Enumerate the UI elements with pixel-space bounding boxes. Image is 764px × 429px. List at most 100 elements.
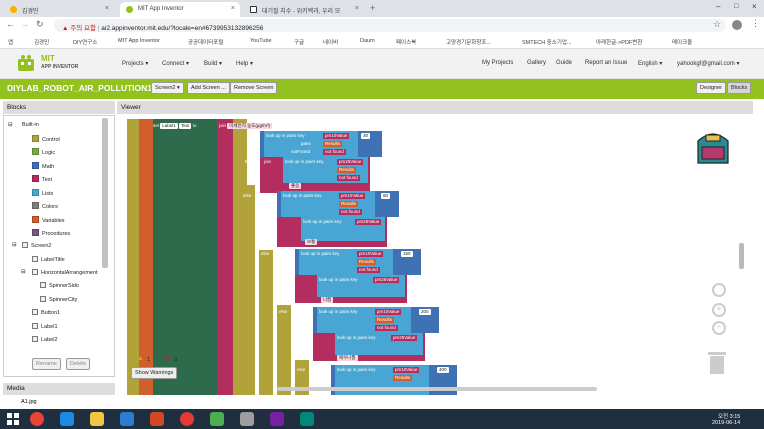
if-block-frame[interactable] xyxy=(277,305,291,395)
app-icon[interactable] xyxy=(180,412,194,426)
trash-icon[interactable] xyxy=(707,349,727,375)
bookmark-item[interactable]: 네이버 xyxy=(323,40,339,46)
bookmark-item[interactable]: SMTECH 중소기업... xyxy=(522,40,572,46)
component-label2[interactable]: Label2 xyxy=(32,336,58,343)
designer-button[interactable]: Designer xyxy=(696,82,727,94)
bookmark-item[interactable]: YouTube xyxy=(250,38,272,44)
drawer-procedures[interactable]: Procedures xyxy=(32,229,70,237)
component-label-title[interactable]: LabelTitle xyxy=(32,256,65,263)
get-results[interactable]: Results xyxy=(357,259,377,265)
if-block-frame[interactable] xyxy=(241,185,255,395)
new-tab-button[interactable]: + xyxy=(370,3,376,13)
grade-literal[interactable]: 매우나쁨 xyxy=(337,355,358,361)
link-guide[interactable]: Guide xyxy=(556,60,573,66)
get-results[interactable]: Results xyxy=(375,317,395,323)
drawer-control[interactable]: Control xyxy=(32,135,60,143)
collapse-icon[interactable]: ⊟ xyxy=(8,122,13,128)
rename-button[interactable]: Rename xyxy=(32,358,61,370)
threshold-literal[interactable]: 200 xyxy=(419,309,431,315)
if-block-frame[interactable] xyxy=(295,360,309,395)
threshold-literal[interactable]: 30 xyxy=(361,133,371,139)
show-warnings-button[interactable]: Show Warnings xyxy=(131,367,178,379)
grade-literal[interactable]: 보통 xyxy=(305,239,318,245)
bookmark-item[interactable]: 공공데이터포털 xyxy=(188,40,224,46)
key-literal[interactable]: pm25Value xyxy=(337,159,364,165)
bookmark-item[interactable]: DIY연구소 xyxy=(73,40,98,46)
back-icon[interactable]: ← xyxy=(6,19,15,29)
get-results[interactable]: Results xyxy=(337,167,357,173)
bookmark-item[interactable]: 페이스북 xyxy=(396,40,417,46)
zoom-out-icon[interactable]: − xyxy=(712,321,726,335)
component-spinner-sido[interactable]: SpinnerSido xyxy=(40,282,79,289)
remove-screen-button[interactable]: Remove Screen xyxy=(230,82,278,94)
component-spinner-city[interactable]: SpinnerCity xyxy=(40,296,77,303)
key-literal[interactable]: pm10Value xyxy=(323,133,350,139)
app-icon[interactable] xyxy=(210,412,224,426)
component-button1[interactable]: Button1 xyxy=(32,309,60,316)
tab-close-icon[interactable]: × xyxy=(104,5,109,12)
component-dropdown[interactable]: Label1 xyxy=(160,123,178,129)
threshold-literal[interactable]: 400 xyxy=(437,367,449,373)
blocks-button[interactable]: Blocks xyxy=(727,82,752,94)
get-results[interactable]: Results xyxy=(339,201,359,207)
profile-avatar[interactable] xyxy=(732,20,742,30)
add-screen-button[interactable]: Add Screen ... xyxy=(187,82,230,94)
app-icon[interactable] xyxy=(300,412,314,426)
grade-literal[interactable]: 좋음 xyxy=(289,183,302,189)
set-block[interactable] xyxy=(153,119,217,395)
bookmark-item[interactable]: 아래한글->PDF변환 xyxy=(596,40,643,46)
property-dropdown[interactable]: Text xyxy=(179,123,192,129)
threshold-literal[interactable]: 150 xyxy=(401,251,413,257)
blocks-workspace[interactable]: set Label1 Text to join 미세먼지 농도(µg/m³) i… xyxy=(117,115,753,395)
workspace-horizontal-scrollbar[interactable] xyxy=(277,387,597,391)
powerpoint-icon[interactable] xyxy=(150,412,164,426)
bookmark-item[interactable]: 고양경기문화창조... xyxy=(446,40,492,46)
not-found-literal[interactable]: not found xyxy=(375,325,398,331)
menu-build[interactable]: Build ▾ xyxy=(204,61,223,67)
app-icon[interactable] xyxy=(240,412,254,426)
menu-help[interactable]: Help ▾ xyxy=(236,61,254,67)
key-literal[interactable]: pm10Value xyxy=(393,367,420,373)
link-gallery[interactable]: Gallery xyxy=(527,60,547,66)
browser-tab-2[interactable]: MIT App Inventor × xyxy=(120,2,240,17)
browser-tab-1[interactable]: 김경민 × xyxy=(4,2,114,17)
bookmark-item[interactable]: 김경민 xyxy=(34,40,50,46)
key-literal[interactable]: pm25Value xyxy=(391,335,418,341)
drawer-colors[interactable]: Colors xyxy=(32,202,58,210)
drawer-lists[interactable]: Lists xyxy=(32,189,53,197)
browser-menu-icon[interactable]: ⋮ xyxy=(751,18,760,28)
backpack-icon[interactable] xyxy=(692,127,734,167)
omnibox[interactable]: ▲ 주의 요함 | ai2.appinventor.mit.edu/?local… xyxy=(54,19,726,32)
app-inventor-logo[interactable] xyxy=(16,53,38,73)
grade-literal[interactable]: 나쁨 xyxy=(321,297,334,303)
workspace-vertical-scrollbar[interactable] xyxy=(739,243,744,269)
drawer-math[interactable]: Math xyxy=(32,162,54,170)
key-literal[interactable]: pm10Value xyxy=(375,309,402,315)
threshold-literal[interactable]: 80 xyxy=(381,193,391,199)
forward-icon[interactable]: → xyxy=(20,19,29,29)
windows-start-icon[interactable] xyxy=(6,412,20,426)
media-item[interactable]: A1.jpg xyxy=(21,399,37,405)
account-menu[interactable]: yahookgf@gmail.com ▾ xyxy=(677,61,740,67)
maximize-icon[interactable]: □ xyxy=(734,3,739,10)
not-found-literal[interactable]: not found xyxy=(339,209,362,215)
bookmark-item[interactable]: 메이크올 xyxy=(672,40,693,46)
link-report-issue[interactable]: Report an Issue xyxy=(585,60,628,66)
key-literal[interactable]: pm25Value xyxy=(373,277,400,283)
not-found-literal[interactable]: not found xyxy=(337,175,360,181)
get-results[interactable]: Results xyxy=(393,375,413,381)
key-literal[interactable]: pm10Value xyxy=(357,251,384,257)
bookmark-star-icon[interactable]: ☆ xyxy=(713,19,722,29)
component-screen2[interactable]: Screen2 xyxy=(22,242,52,249)
collapse-icon[interactable]: ⊟ xyxy=(21,269,26,275)
tree-scrollbar[interactable] xyxy=(102,118,108,268)
builtin-label[interactable]: Built-in xyxy=(22,122,39,128)
file-explorer-icon[interactable] xyxy=(90,412,104,426)
close-window-icon[interactable]: × xyxy=(752,2,757,11)
browser-tab-3[interactable]: 대기질 지수 - 위키백과, 우리 모 × xyxy=(244,2,364,17)
menu-connect[interactable]: Connect ▾ xyxy=(162,61,190,67)
component-horizontal-arrangement[interactable]: HorizontalArrangement xyxy=(32,269,98,276)
set-statement[interactable]: set Label1 Text to xyxy=(153,123,197,129)
recenter-icon[interactable] xyxy=(712,283,726,297)
word-icon[interactable] xyxy=(120,412,134,426)
